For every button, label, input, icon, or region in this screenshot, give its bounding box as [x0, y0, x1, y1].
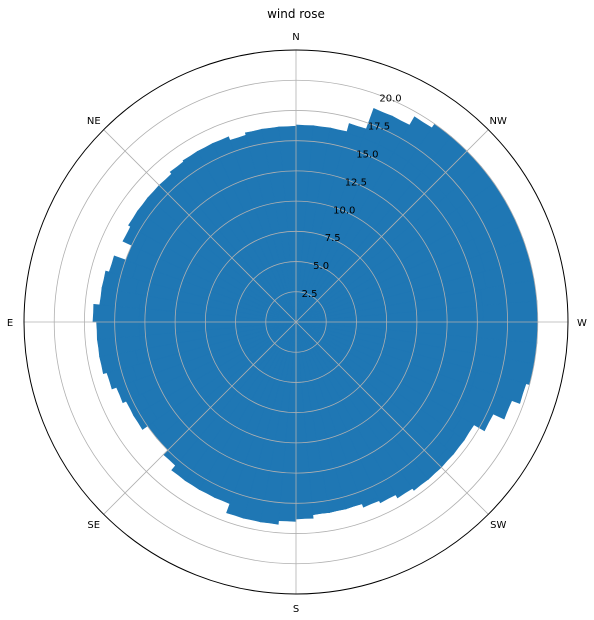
wind-bar — [134, 321, 297, 365]
wind-bar — [295, 271, 487, 323]
grid-layer — [23, 49, 569, 595]
wind-bar — [295, 254, 486, 323]
radial-tick-label: 15.0 — [356, 149, 378, 160]
angular-grid-line — [295, 321, 489, 515]
radial-tick-label: 5.0 — [313, 261, 329, 272]
bars-layer — [92, 108, 539, 525]
radial-tick-label: 10.0 — [333, 205, 355, 216]
angular-grid-line — [103, 129, 297, 323]
wind-bar — [151, 321, 297, 436]
wind-bar — [132, 321, 297, 381]
polar-frame — [23, 49, 569, 595]
wind-bar — [295, 321, 429, 491]
angular-grid-line — [295, 129, 489, 323]
direction-label: SW — [490, 520, 506, 531]
wind-bar — [226, 321, 297, 519]
labels-layer: N NW W SW S SE E NE 2.5 5.0 7.5 10.0 12.5 15.0 17.5 20.… — [7, 32, 587, 615]
wind-bar — [212, 136, 297, 323]
direction-label: W — [577, 318, 587, 329]
angular-grid-line — [103, 321, 297, 515]
direction-label: S — [293, 604, 299, 615]
radial-tick-label: 20.0 — [379, 94, 401, 105]
wind-bar — [295, 321, 413, 499]
wind-bar — [295, 321, 395, 502]
radial-tick-label: 12.5 — [345, 177, 367, 188]
direction-label: N — [292, 32, 299, 43]
direction-label: NW — [490, 116, 507, 127]
radial-tick-label: 7.5 — [325, 233, 341, 244]
wind-bar — [133, 321, 297, 396]
radial-tick-label: 17.5 — [368, 122, 390, 133]
direction-label: E — [7, 318, 13, 329]
direction-label: SE — [87, 520, 100, 531]
radial-tick-label: 2.5 — [302, 289, 318, 300]
direction-label: NE — [87, 116, 101, 127]
chart-title: wind rose — [267, 7, 325, 21]
